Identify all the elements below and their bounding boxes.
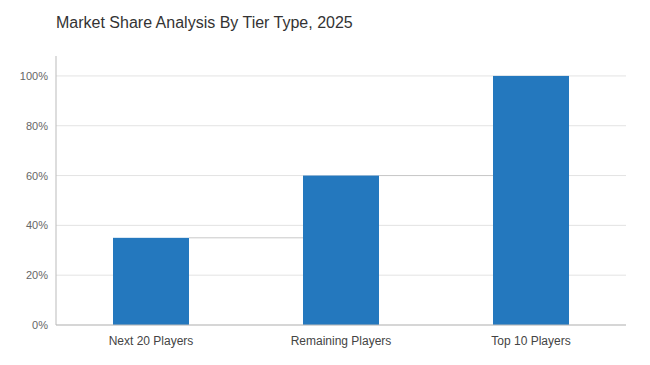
y-tick-label: 80% <box>26 120 48 132</box>
y-tick-label: 100% <box>20 70 48 82</box>
chart: Market Share Analysis By Tier Type, 2025… <box>0 0 650 365</box>
x-tick-label: Next 20 Players <box>109 334 194 348</box>
y-tick-label: 40% <box>26 219 48 231</box>
plot-area <box>113 76 569 325</box>
connector <box>189 237 303 238</box>
y-tick-label: 60% <box>26 170 48 182</box>
chart-container: Market Share Analysis By Tier Type, 2025… <box>0 0 650 365</box>
bar <box>303 176 379 325</box>
grid-line <box>56 325 626 326</box>
x-tick-label: Top 10 Players <box>491 334 570 348</box>
y-axis-line <box>56 56 57 325</box>
y-tick-label: 20% <box>26 269 48 281</box>
grid <box>56 76 626 325</box>
bar <box>113 238 189 325</box>
x-axis-line <box>56 325 626 326</box>
y-tick-label: 0% <box>32 319 48 331</box>
title: Market Share Analysis By Tier Type, 2025 <box>56 14 353 31</box>
connector <box>379 175 493 176</box>
x-tick-label: Remaining Players <box>291 334 392 348</box>
bar <box>493 76 569 325</box>
